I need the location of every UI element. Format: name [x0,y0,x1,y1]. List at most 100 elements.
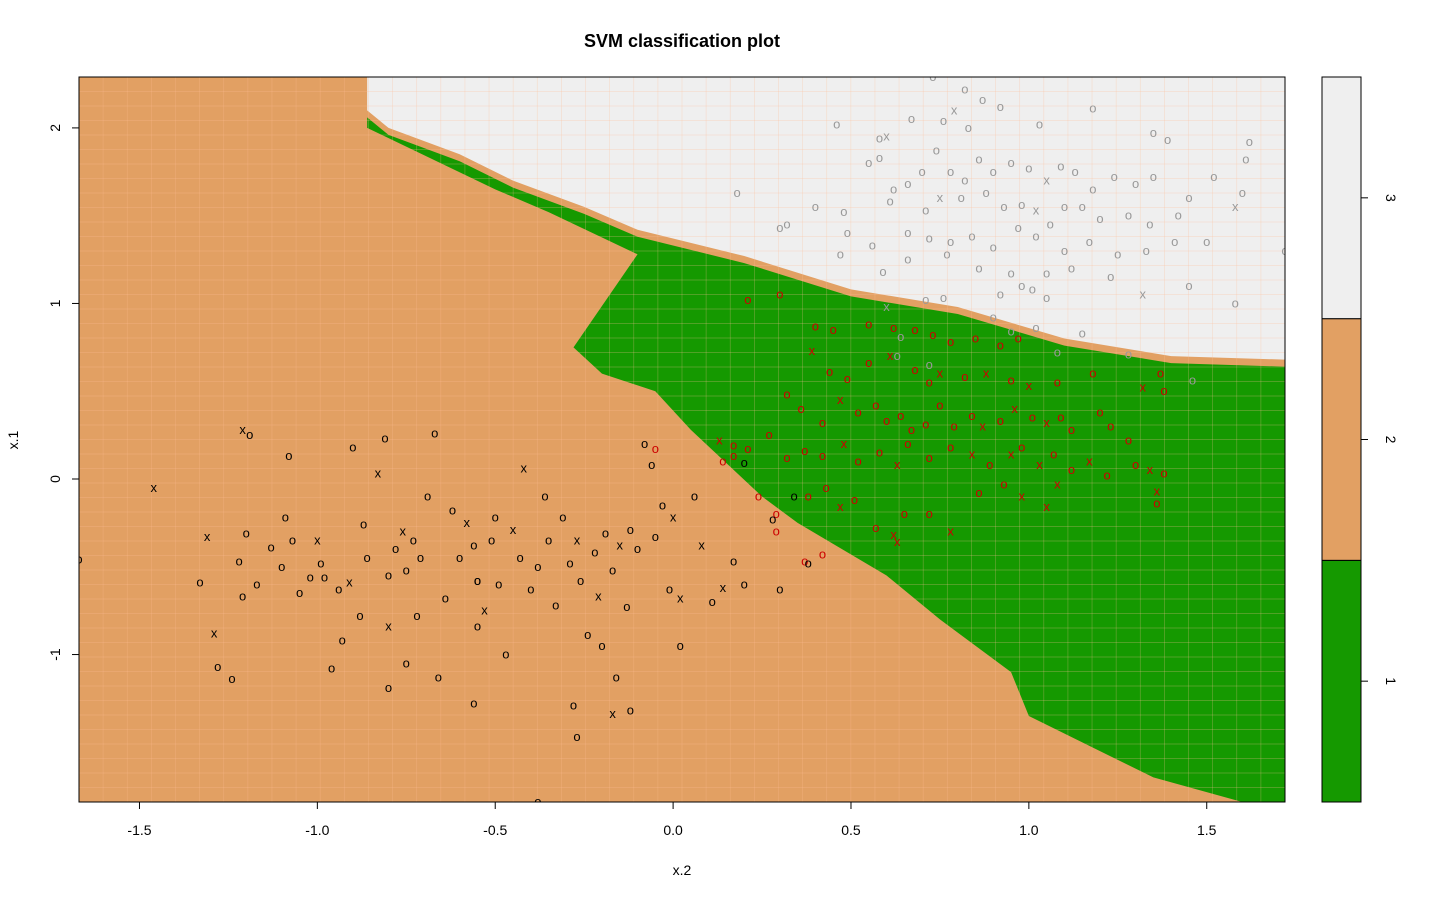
data-point-marker-class-3: o [1111,169,1118,184]
data-point-marker-class-1: o [783,387,790,402]
data-point-marker-class-3: o [947,234,954,249]
data-point-marker-class-1: o [819,448,826,463]
data-point-marker-class-3: o [1047,216,1054,231]
data-point-marker-class-3: o [1146,216,1153,231]
data-point-marker-class-3: o [1043,266,1050,281]
data-point-marker-class-2: o [677,638,684,653]
data-point-marker-class-3: o [1015,220,1022,235]
data-point-marker-class-3: o [990,239,997,254]
y-tick-label: 0 [47,475,63,483]
data-point-marker-class-2: o [470,538,477,553]
chart-title: SVM classification plot [584,31,780,51]
support-vector-marker-class-3: x [1043,173,1050,188]
data-point-marker-class-3: o [1032,229,1039,244]
support-vector-marker-class-2: x [609,706,616,721]
support-vector-marker-class-1: x [837,392,844,407]
support-vector-marker-class-2: x [520,460,527,475]
data-point-marker-class-1: o [819,415,826,430]
y-tick-label: -1 [47,648,63,661]
data-point-marker-class-1: o [908,422,915,437]
support-vector-marker-class-1: x [1011,401,1018,416]
support-vector-marker-class-2: x [595,589,602,604]
support-vector-marker-class-1: x [1026,378,1033,393]
grid [79,77,1285,802]
data-point-marker-class-3: o [1164,132,1171,147]
data-point-marker-class-2: o [659,497,666,512]
data-point-marker-class-2: o [769,511,776,526]
support-vector-marker-class-1: x [1043,499,1050,514]
data-point-marker-class-2: o [474,573,481,588]
support-vector-marker-class-1: x [937,366,944,381]
support-vector-marker-class-2: x [239,422,246,437]
y-tick-label: 1 [47,299,63,307]
data-point-marker-class-2: o [566,555,573,570]
support-vector-marker-class-2: x [399,524,406,539]
support-vector-marker-class-2: x [346,575,353,590]
data-point-marker-class-1: o [997,413,1004,428]
data-point-marker-class-3: o [975,260,982,275]
data-point-marker-class-3: o [1203,234,1210,249]
data-point-marker-class-3: o [979,92,986,107]
data-point-marker-class-3: o [997,99,1004,114]
support-vector-marker-class-2: x [464,515,471,530]
data-point-marker-class-3: o [1210,169,1217,184]
legend-label-1: 1 [1383,677,1399,685]
data-point-marker-class-2: o [349,439,356,454]
data-point-marker-class-1: o [1107,418,1114,433]
legend-label-3: 3 [1383,194,1399,202]
data-point-marker-class-2: o [741,576,748,591]
data-point-marker-class-1: o [851,492,858,507]
data-point-marker-class-3: o [1242,152,1249,167]
support-vector-marker-class-1: x [1054,476,1061,491]
data-point-marker-class-3: o [1089,181,1096,196]
y-axis-label: x.1 [5,430,21,449]
data-point-marker-class-3: o [1185,190,1192,205]
data-point-marker-class-3: o [1125,208,1132,223]
data-point-marker-class-1: o [854,404,861,419]
data-point-marker-class-1: o [730,448,737,463]
support-vector-marker-class-3: x [1139,287,1146,302]
data-point-marker-class-1: o [1096,404,1103,419]
data-point-marker-class-1: o [961,369,968,384]
data-point-marker-class-2: o [435,669,442,684]
data-point-marker-class-3: o [783,216,790,231]
data-point-marker-class-1: o [911,322,918,337]
data-point-marker-class-1: o [1125,432,1132,447]
data-point-marker-class-2: o [381,431,388,446]
data-point-marker-class-3: o [1036,116,1043,131]
data-point-marker-class-1: o [997,338,1004,353]
data-point-marker-class-1: o [1015,331,1022,346]
data-point-marker-class-3: o [1114,246,1121,261]
data-point-marker-class-2: o [495,576,502,591]
legend-swatch-3 [1321,76,1362,320]
x-tick-label: 1.0 [1019,822,1039,838]
support-vector-marker-class-3: x [1232,199,1239,214]
data-point-marker-class-1: o [972,331,979,346]
data-point-marker-class-3: o [1057,159,1064,174]
data-point-marker-class-2: o [278,559,285,574]
support-vector-marker-class-2: x [720,580,727,595]
data-point-marker-class-1: o [865,355,872,370]
support-vector-marker-class-1: x [837,499,844,514]
data-point-marker-class-1: o [766,427,773,442]
support-vector-marker-class-2: x [677,590,684,605]
data-point-marker-class-3: o [1281,243,1288,258]
data-point-marker-class-2: o [641,436,648,451]
data-point-marker-class-1: o [1000,476,1007,491]
data-point-marker-class-3: o [1000,199,1007,214]
support-vector-marker-class-2: x [698,538,705,553]
data-point-marker-class-2: o [534,794,541,809]
x-tick-label: -1.0 [305,822,329,838]
data-point-marker-class-2: o [413,608,420,623]
data-point-marker-class-2: o [776,582,783,597]
data-point-marker-class-2: o [534,559,541,574]
x-tick-label: 0.0 [663,822,683,838]
data-point-marker-class-2: o [328,661,335,676]
data-point-marker-class-2: o [385,680,392,695]
data-point-marker-class-3: o [1239,185,1246,200]
data-point-marker-class-2: o [307,569,314,584]
data-point-marker-class-3: o [869,238,876,253]
data-point-marker-class-2: o [321,569,328,584]
data-point-marker-class-1: o [975,485,982,500]
